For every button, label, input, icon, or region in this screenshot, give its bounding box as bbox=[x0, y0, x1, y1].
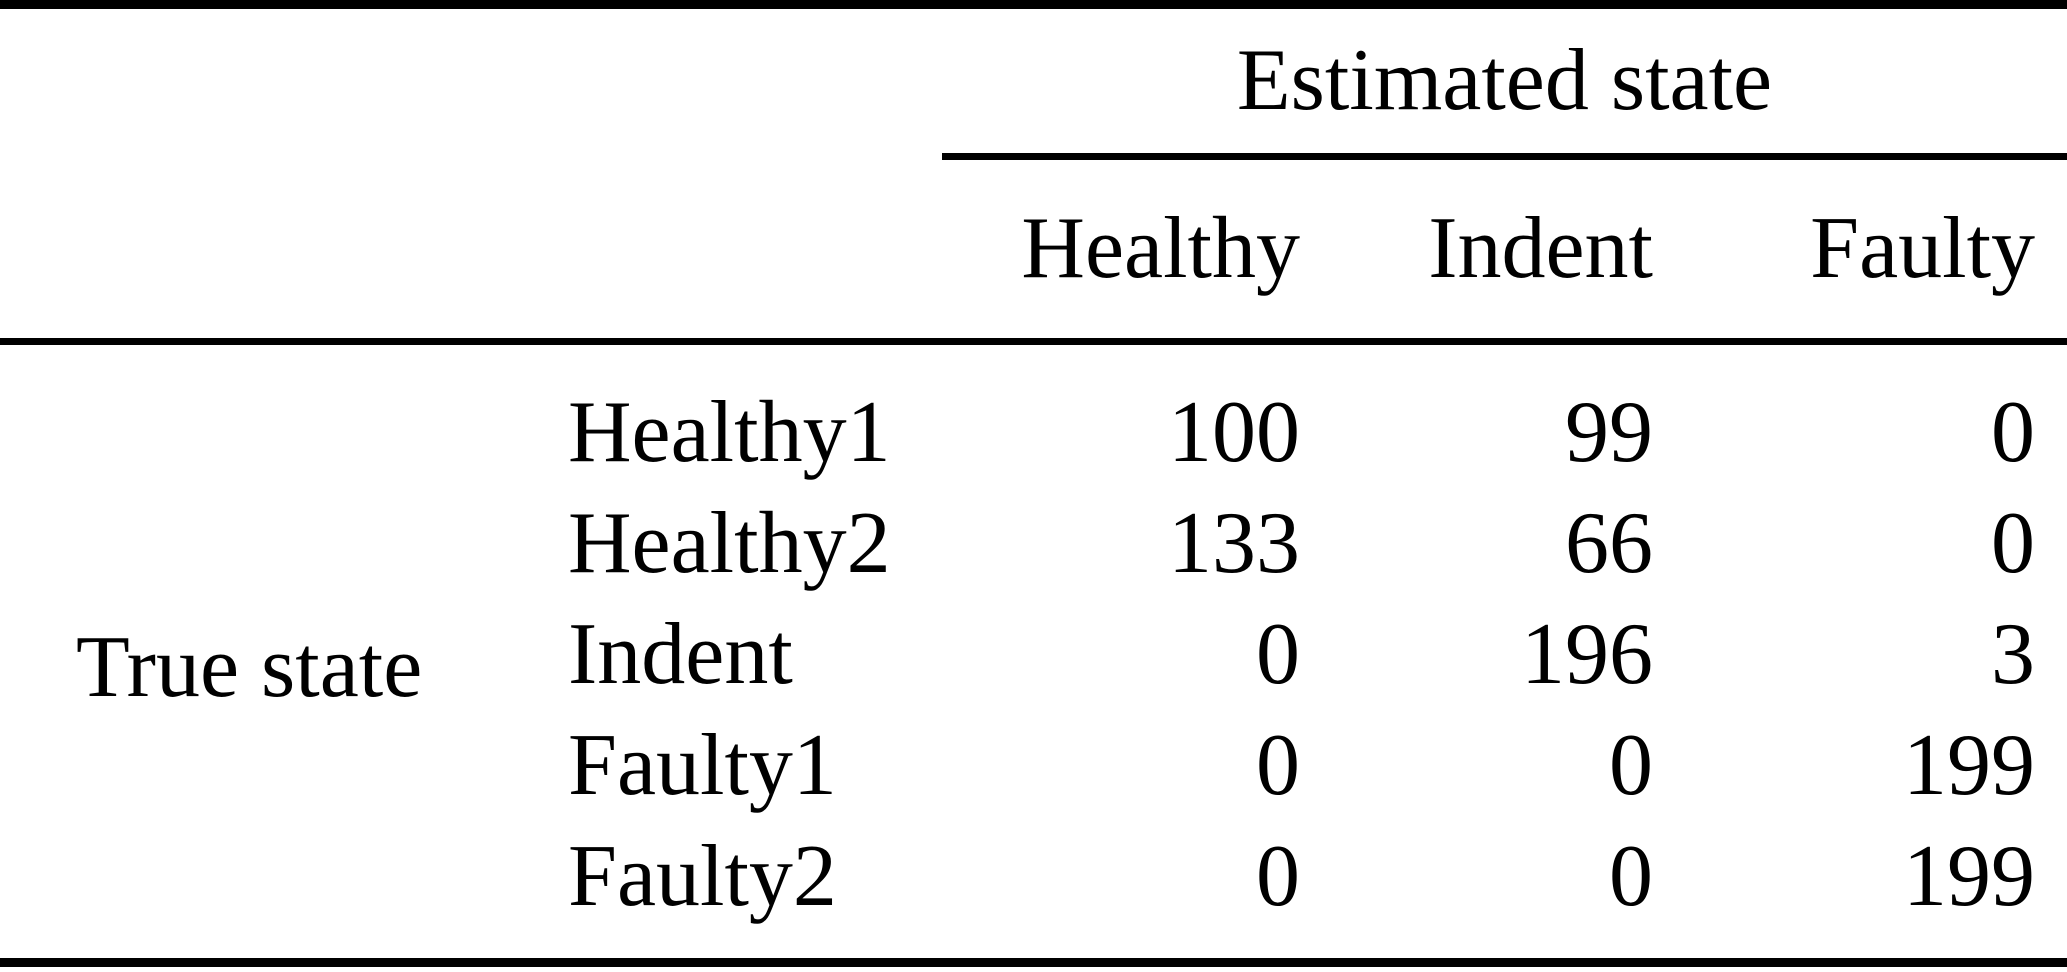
cell-faulty2-healthy: 0 bbox=[1256, 827, 1300, 925]
cell-faulty2-faulty: 199 bbox=[1903, 827, 2036, 925]
blank-corner-cell bbox=[0, 5, 890, 161]
cell-healthy2-indent: 66 bbox=[1565, 494, 1653, 592]
blank-header-cell bbox=[0, 160, 890, 345]
cell-indent-faulty: 3 bbox=[1991, 605, 2036, 703]
row-label-faulty2: Faulty2 bbox=[568, 827, 837, 925]
col-header-indent: Indent bbox=[1310, 160, 1665, 345]
cell-faulty2-indent: 0 bbox=[1609, 827, 1653, 925]
cell-healthy1-healthy: 100 bbox=[1168, 383, 1300, 481]
column-group-row: Estimated state bbox=[0, 5, 2067, 161]
cell-healthy1-faulty: 0 bbox=[1991, 383, 2036, 481]
table-row: Healthy2 133 66 0 bbox=[0, 488, 2067, 599]
column-group-title: Estimated state bbox=[1236, 32, 1773, 129]
table-row: Faulty1 0 0 199 bbox=[0, 710, 2067, 821]
cell-indent-healthy: 0 bbox=[1256, 605, 1300, 703]
row-group-title: True state bbox=[76, 618, 423, 716]
cell-healthy1-indent: 99 bbox=[1565, 383, 1653, 481]
row-label-healthy1: Healthy1 bbox=[568, 383, 891, 481]
cell-faulty1-healthy: 0 bbox=[1256, 716, 1300, 814]
col-header-healthy: Healthy bbox=[890, 160, 1310, 345]
cell-faulty1-indent: 0 bbox=[1609, 716, 1653, 814]
table-row: Indent 0 196 3 bbox=[0, 599, 2067, 710]
table-row: True state Healthy1 100 99 0 bbox=[0, 342, 2067, 711]
row-label-faulty1: Faulty1 bbox=[568, 716, 837, 814]
row-label-healthy2: Healthy2 bbox=[568, 494, 891, 592]
cell-indent-indent: 196 bbox=[1521, 605, 1653, 703]
row-label-indent: Indent bbox=[568, 605, 793, 703]
cell-healthy2-healthy: 133 bbox=[1168, 494, 1300, 592]
column-group-rule: Estimated state bbox=[942, 9, 2067, 160]
column-group-cell: Estimated state bbox=[890, 5, 2067, 160]
cell-healthy2-faulty: 0 bbox=[1991, 494, 2036, 592]
col-header-faulty: Faulty bbox=[1665, 160, 2067, 345]
column-headers-row: Healthy Indent Faulty bbox=[0, 160, 2067, 345]
cell-faulty1-faulty: 199 bbox=[1903, 716, 2036, 814]
table-row: Faulty2 0 0 199 bbox=[0, 821, 2067, 963]
